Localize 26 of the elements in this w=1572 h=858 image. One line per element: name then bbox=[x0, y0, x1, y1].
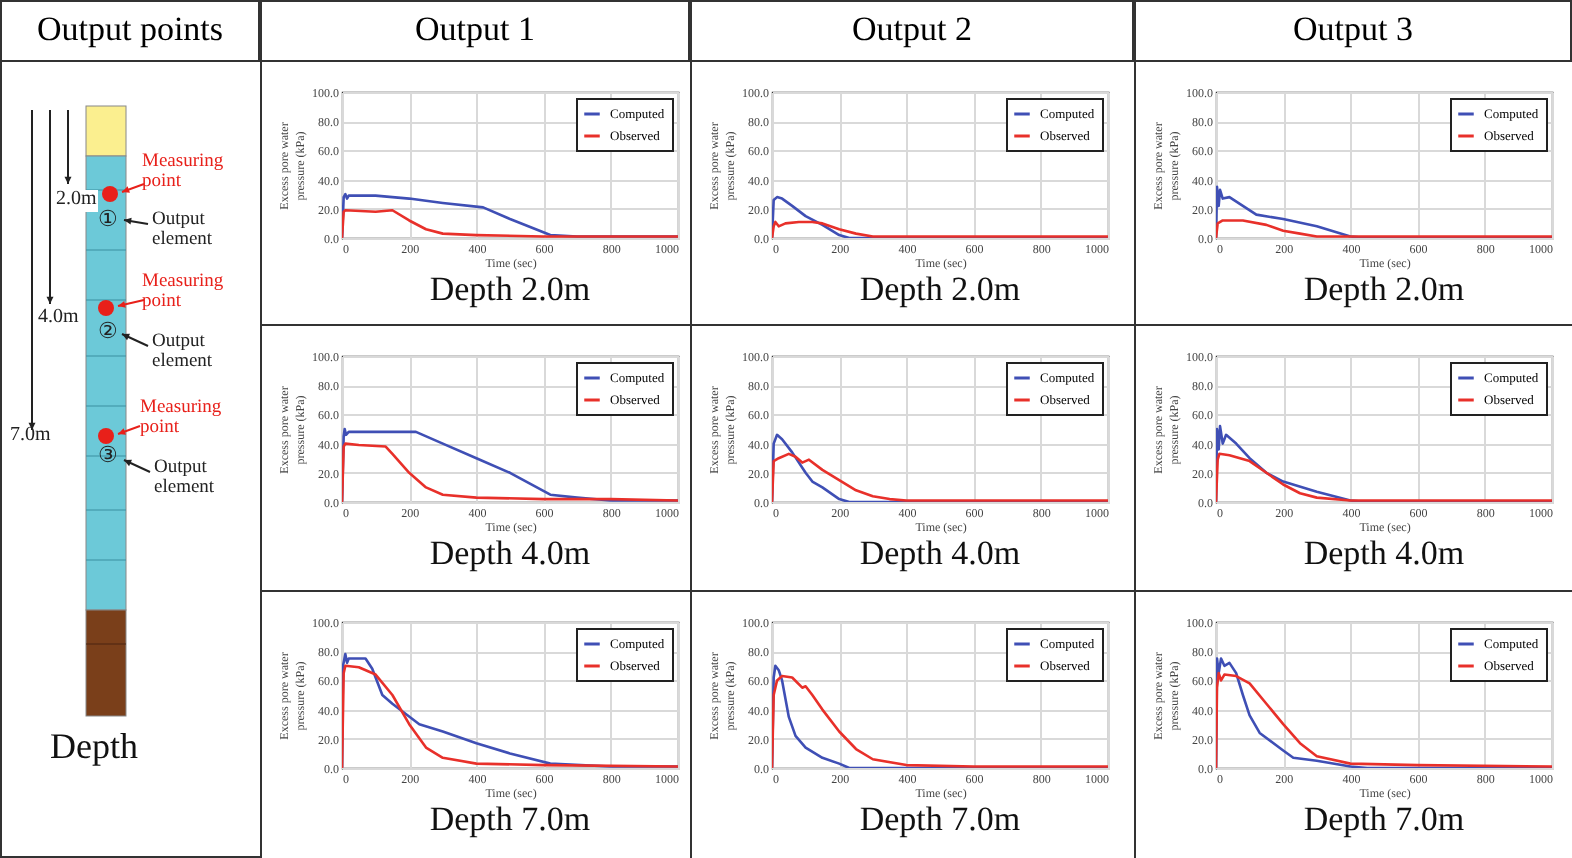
text: Depth 4.0m bbox=[1303, 534, 1465, 572]
text: ① bbox=[98, 208, 118, 234]
text: 4.0m bbox=[38, 306, 79, 329]
text: Depth 7.0m bbox=[859, 800, 1021, 838]
text: Depth 4.0m bbox=[429, 534, 591, 572]
text: Depth 2.0m bbox=[429, 270, 591, 308]
text: Output element bbox=[154, 458, 217, 500]
text: 7.0m bbox=[10, 424, 51, 447]
text: Output element bbox=[152, 332, 215, 374]
text: Depth 4.0m bbox=[859, 534, 1021, 572]
text: 2.0m bbox=[54, 188, 99, 211]
text: Output points bbox=[0, 0, 260, 62]
text: ② bbox=[98, 320, 118, 346]
text: Depth 7.0m bbox=[429, 800, 591, 838]
text: Depth 2.0m bbox=[1303, 270, 1465, 308]
chart-title: Output 3 bbox=[1134, 0, 1572, 62]
text: Depth bbox=[50, 726, 138, 766]
text: Measuring point bbox=[142, 152, 226, 194]
text: Measuring point bbox=[142, 272, 226, 314]
chart-title: Output 2 bbox=[690, 0, 1134, 62]
text: Output element bbox=[152, 210, 215, 252]
text: Depth 2.0m bbox=[859, 270, 1021, 308]
text: ③ bbox=[98, 444, 118, 470]
chart-title: Output 1 bbox=[260, 0, 690, 62]
text: Depth 7.0m bbox=[1303, 800, 1465, 838]
text: Measuring point bbox=[140, 398, 224, 440]
